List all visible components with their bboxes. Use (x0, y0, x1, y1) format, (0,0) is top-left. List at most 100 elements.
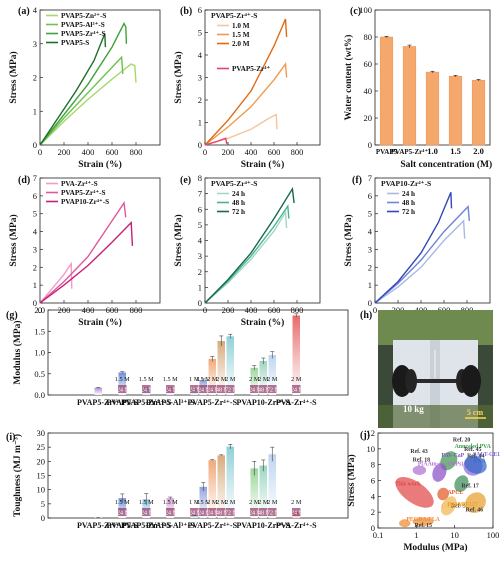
bar-conc-label-i: 2 M (216, 499, 227, 506)
ytick-label-d: 6 (33, 191, 37, 201)
bar-conc-label-g: 2 M (267, 376, 278, 383)
ytick-label-c: 40 (364, 86, 373, 96)
xtick-label-d: 0 (38, 305, 42, 315)
photo-panel: 10 kg 5 cm (378, 310, 493, 428)
bar-time-chip-g (199, 385, 208, 393)
bar-time-chip-i (199, 508, 208, 516)
legend-entry-b: PVAP5-Zr⁴⁺ (232, 65, 270, 73)
plot-frame-b (204, 9, 321, 146)
group-label-g: PVAP5-Zr⁴⁺ (77, 398, 119, 407)
legend-entry-b: 2.0 M (232, 40, 250, 48)
bar-time-chip-i (118, 508, 127, 516)
bar-time-label-i: 72 h (225, 511, 236, 517)
bar-time-chip-g (259, 385, 268, 393)
bar-time-label-i: 24 h (291, 511, 302, 517)
ytick-label-i: 30 (37, 428, 46, 438)
ytick-label-d: 3 (33, 244, 37, 254)
bar-conc-label-g: 1 M (189, 376, 200, 383)
region-label-j: Ref. 3 (451, 503, 466, 509)
bar-conc-label-i: 1 M (189, 499, 200, 506)
legend-entry-e: 72 h (232, 208, 245, 216)
bar-time-label-g: 72 h (267, 388, 278, 394)
plot-frame-f (374, 177, 491, 304)
legend-entry-f: 48 h (402, 199, 415, 207)
series-line-b-0 (204, 113, 278, 146)
bar-conc-label-g: 2 M (207, 376, 218, 383)
legend-entry-b: 1.5 M (232, 31, 250, 39)
panel-label-h: (h) (360, 310, 372, 321)
region-j (412, 465, 427, 475)
bar-time-label-i: 24 h (207, 511, 218, 517)
region-label-j: SALT-GEL (473, 452, 500, 458)
bar-time-chip-i (208, 508, 217, 516)
series-line-d-2 (39, 220, 134, 304)
y-axis-label-c: Water content (wt%) (343, 35, 354, 121)
ytick-label-d: 1 (33, 280, 37, 290)
y-axis-label-j: Stress (MPa) (346, 454, 357, 506)
series-line-e-2 (204, 186, 295, 304)
series-line-b-1 (204, 62, 288, 146)
panel-title-e: PVAP5-Zr⁴⁺-S (211, 179, 257, 188)
ytick-label-f: 3 (368, 244, 372, 254)
region-j (437, 487, 449, 501)
x-axis-label-e: Strain (%) (241, 317, 285, 328)
series-line-d-1 (39, 201, 127, 304)
region-label-j: This work (395, 481, 421, 487)
panel-label-c: (c) (350, 6, 361, 17)
bar-conc-label-g: 1.5 M (196, 376, 211, 383)
bar-conc-label-g: 2 M (291, 376, 302, 383)
ytick-label-j: 2 (371, 507, 375, 517)
ytick-label-e: 5 (198, 220, 202, 230)
series-line-f-1 (374, 205, 470, 304)
bar-conc-label-i: 2 M (207, 499, 218, 506)
ytick-label-f: 2 (368, 262, 372, 272)
series-line-a-1 (39, 55, 124, 146)
region-j (432, 463, 447, 482)
bar-conc-label-i: 1.5 M (115, 499, 130, 506)
bar-time-label-i: 24 h (141, 511, 152, 517)
bar-g (226, 336, 234, 395)
bar-time-chip-g (118, 385, 127, 393)
bar-time-label-i: 24 h (189, 511, 200, 517)
ytick-label-f: 5 (368, 209, 372, 219)
bar-time-chip-g (166, 385, 175, 393)
bar-i (250, 468, 258, 518)
group-label-g: PVAP5-S (107, 398, 139, 407)
bar-time-label-i: 48 h (216, 511, 227, 517)
bar-conc-label-g: 1.5 M (139, 376, 154, 383)
bar-time-chip-i (259, 508, 268, 516)
ytick-label-e: 7 (198, 189, 202, 199)
ytick-label-f: 4 (368, 227, 373, 237)
xtick-label-a: 800 (130, 147, 143, 157)
series-line-a-2 (39, 21, 128, 146)
group-label-i: PVAP5-Zr⁴⁺ (77, 521, 119, 530)
y-axis-label-a: Stress (MPa) (8, 51, 19, 103)
ytick-label-e: 3 (198, 251, 202, 261)
bar-time-label-g: 24 h (189, 388, 200, 394)
x-axis-label-b: Strain (%) (241, 159, 285, 170)
group-label-g: PVAP5-Al³⁺-S (146, 398, 195, 407)
panel-label-j: (j) (360, 430, 370, 441)
ytick-label-b: 5 (198, 28, 202, 38)
ytick-label-c: 60 (364, 59, 373, 69)
bar-conc-label-i: 1.5 M (139, 499, 154, 506)
bar-time-label-g: 48 h (216, 388, 227, 394)
group-label-i: PVA-Zr⁴⁺-S (276, 521, 317, 530)
y-axis-label-e: Stress (MPa) (173, 214, 184, 266)
bar-conc-label-g: 2 M (249, 376, 260, 383)
xtick-label-b: 600 (268, 147, 281, 157)
ytick-label-j: 0 (371, 523, 375, 533)
ytick-label-i: 5 (41, 499, 45, 509)
bar-time-label-g: 48 h (258, 388, 269, 394)
ytick-label-b: 6 (198, 5, 202, 15)
xtick-label-b: 800 (291, 147, 304, 157)
category-label-c: 1.5 (450, 146, 461, 156)
bar-conc-label-i: 1.5 M (196, 499, 211, 506)
bar-time-chip-g (292, 385, 301, 393)
xtick-label-a: 400 (82, 147, 95, 157)
bar-time-chip-g (217, 385, 226, 393)
bar-time-chip-i (166, 508, 175, 516)
ytick-label-b: 3 (198, 73, 202, 83)
series-line-b-3 (204, 137, 228, 146)
bar-g (268, 355, 276, 395)
